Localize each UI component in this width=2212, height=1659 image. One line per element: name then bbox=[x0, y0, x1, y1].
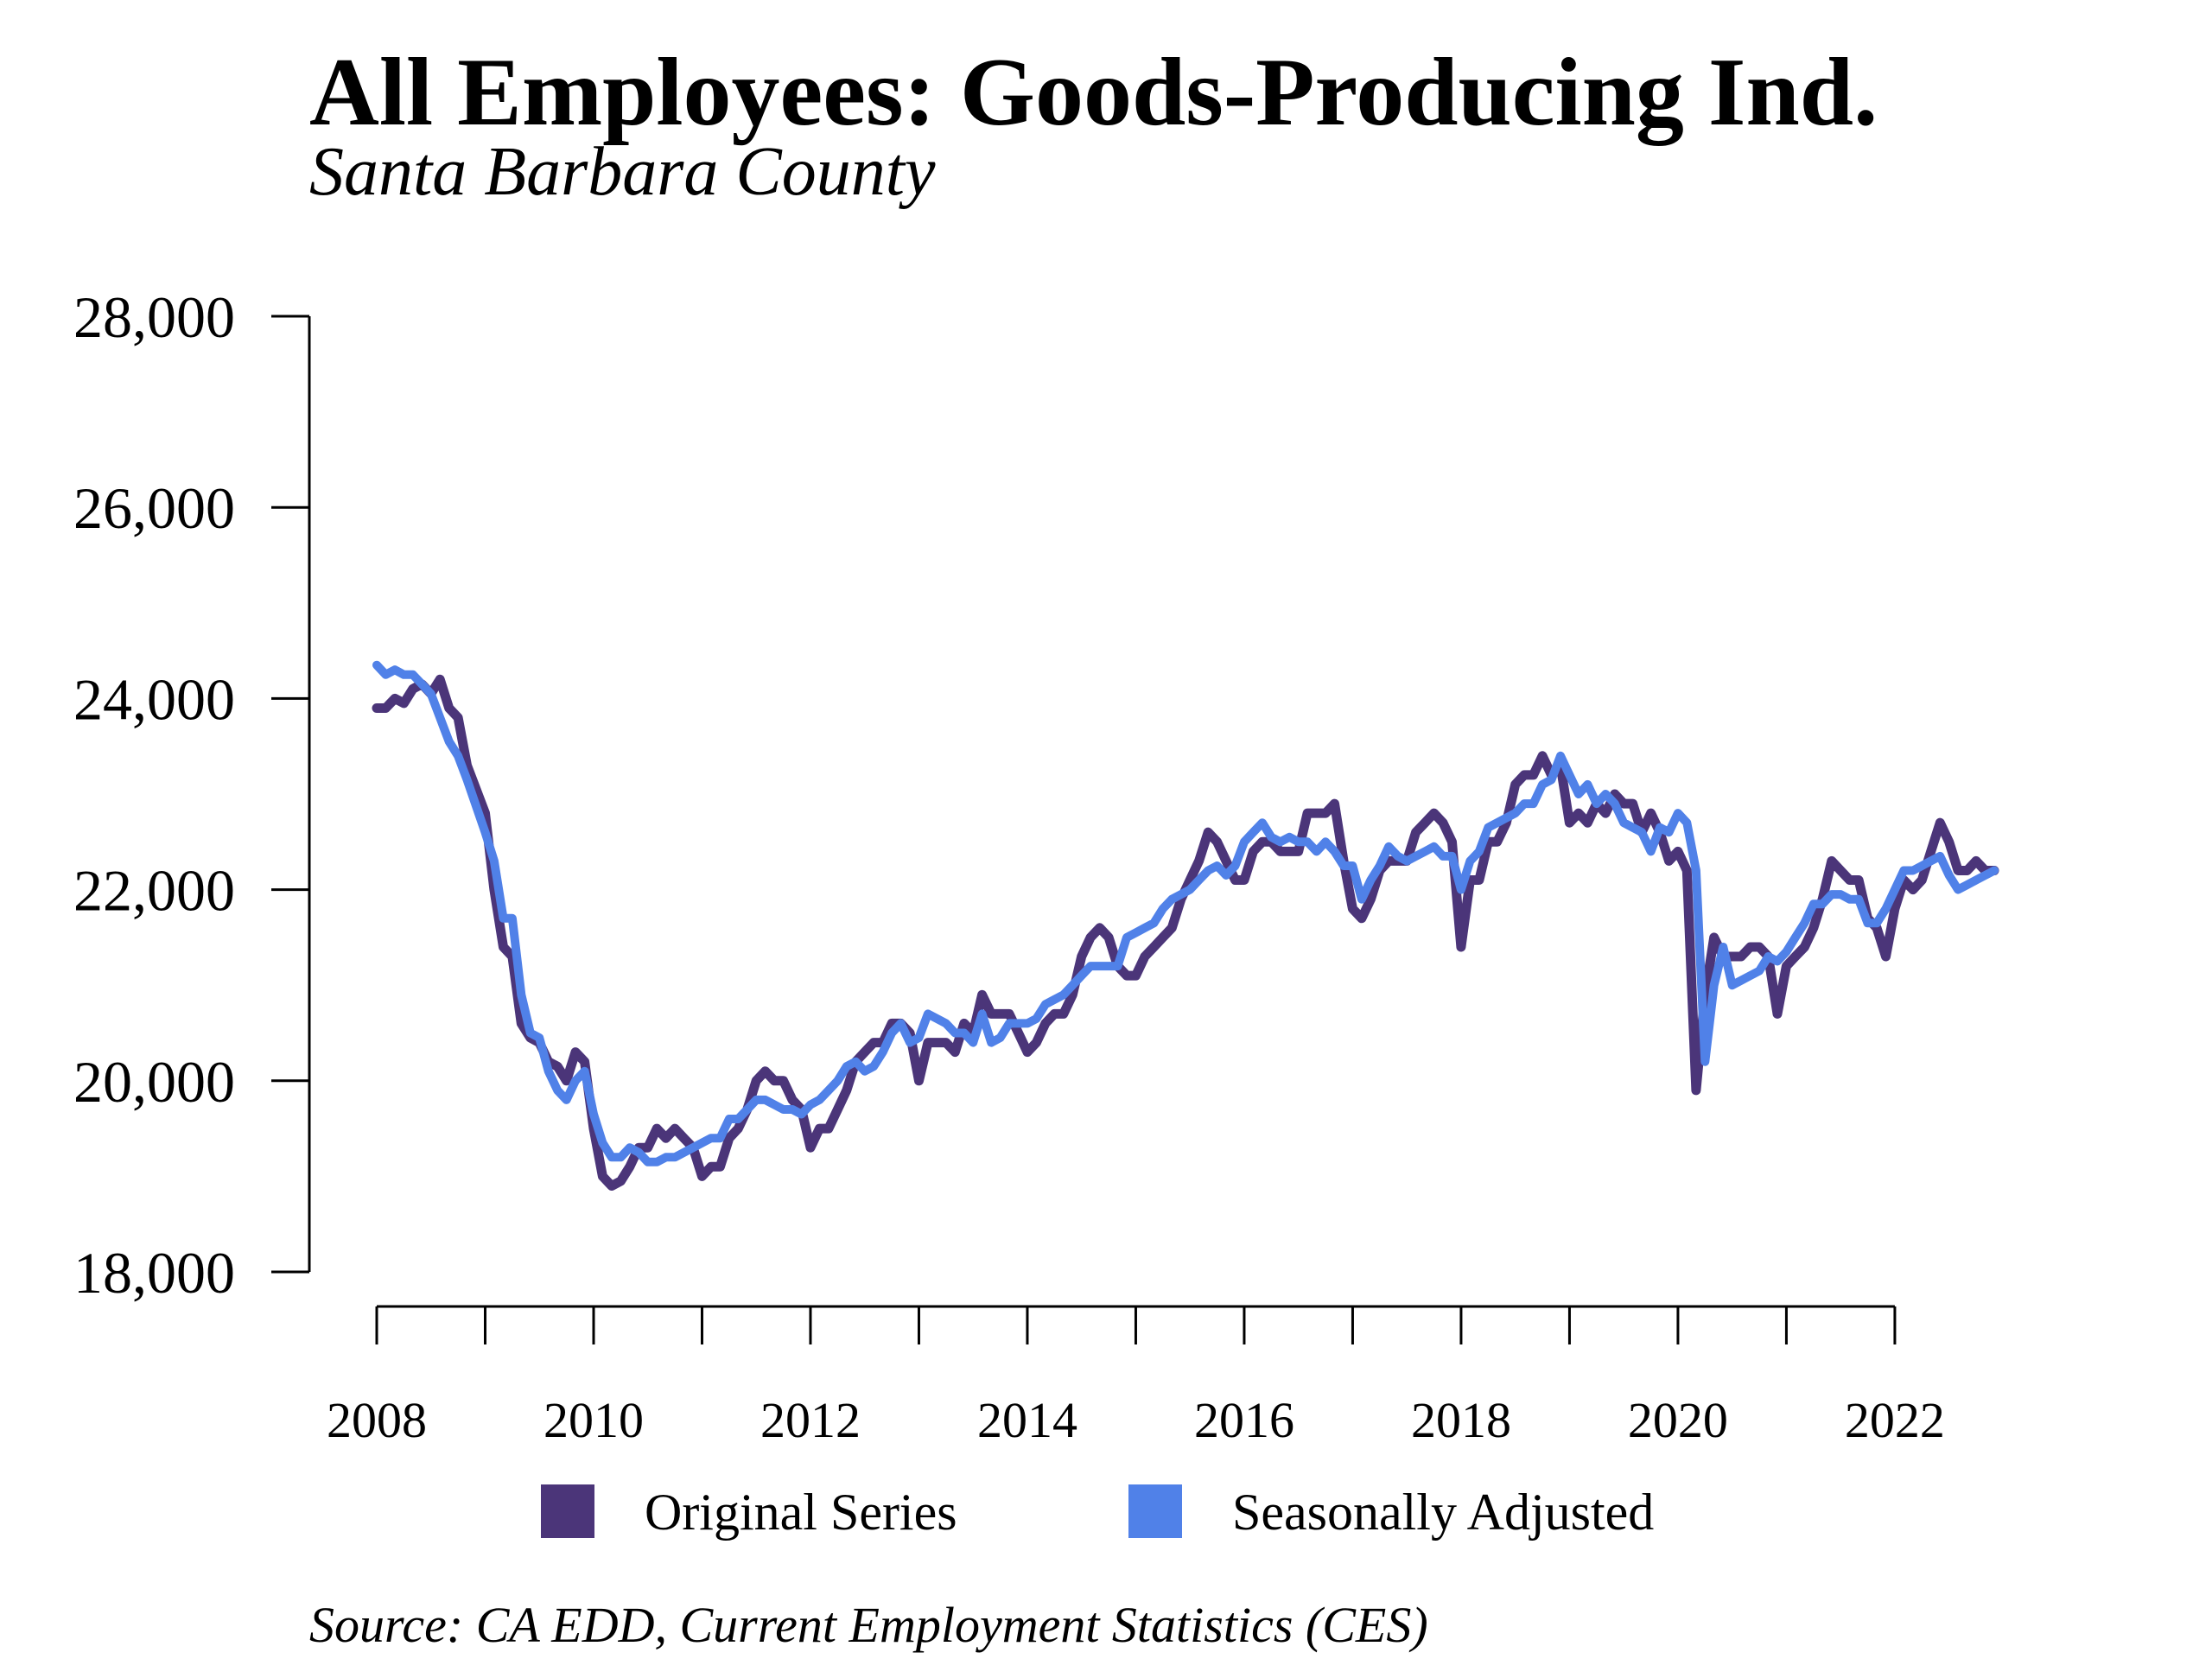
y-tick-label: 22,000 bbox=[73, 858, 235, 924]
x-tick-label: 2018 bbox=[1411, 1392, 1511, 1448]
y-tick-label: 26,000 bbox=[73, 475, 235, 541]
x-tick-label: 2010 bbox=[543, 1392, 644, 1448]
legend-label-original-series: Original Series bbox=[645, 1484, 957, 1541]
legend-label-seasonally-adjusted: Seasonally Adjusted bbox=[1232, 1484, 1654, 1541]
x-tick-label: 2012 bbox=[760, 1392, 861, 1448]
y-axis: 18,000 20,000 22,000 24,000 26,000 28,000 bbox=[73, 284, 311, 1306]
chart-subtitle: Santa Barbara County bbox=[309, 134, 936, 210]
y-tick-label: 28,000 bbox=[73, 284, 235, 350]
x-tick-label: 2014 bbox=[977, 1392, 1077, 1448]
y-tick-label: 20,000 bbox=[73, 1049, 235, 1115]
x-axis: 2008 2010 2012 2014 2016 2018 2020 2022 bbox=[327, 1305, 1945, 1448]
legend-swatch-original-series bbox=[541, 1484, 594, 1538]
x-tick-label: 2022 bbox=[1845, 1392, 1945, 1448]
x-tick-label: 2008 bbox=[327, 1392, 427, 1448]
source-note: Source: CA EDD, Current Employment Stati… bbox=[309, 1597, 1428, 1653]
legend: Original Series Seasonally Adjusted bbox=[541, 1484, 1654, 1541]
series-layer bbox=[372, 660, 1999, 1191]
chart-title: All Employees: Goods-Producing Ind. bbox=[309, 39, 1878, 146]
series-line-original-series bbox=[372, 674, 1999, 1191]
series-line-seasonally-adjusted bbox=[372, 660, 1999, 1166]
y-tick-label: 18,000 bbox=[73, 1240, 235, 1306]
x-tick-label: 2016 bbox=[1194, 1392, 1294, 1448]
legend-swatch-seasonally-adjusted bbox=[1128, 1484, 1182, 1538]
x-tick-label: 2020 bbox=[1628, 1392, 1728, 1448]
y-tick-label: 24,000 bbox=[73, 666, 235, 732]
